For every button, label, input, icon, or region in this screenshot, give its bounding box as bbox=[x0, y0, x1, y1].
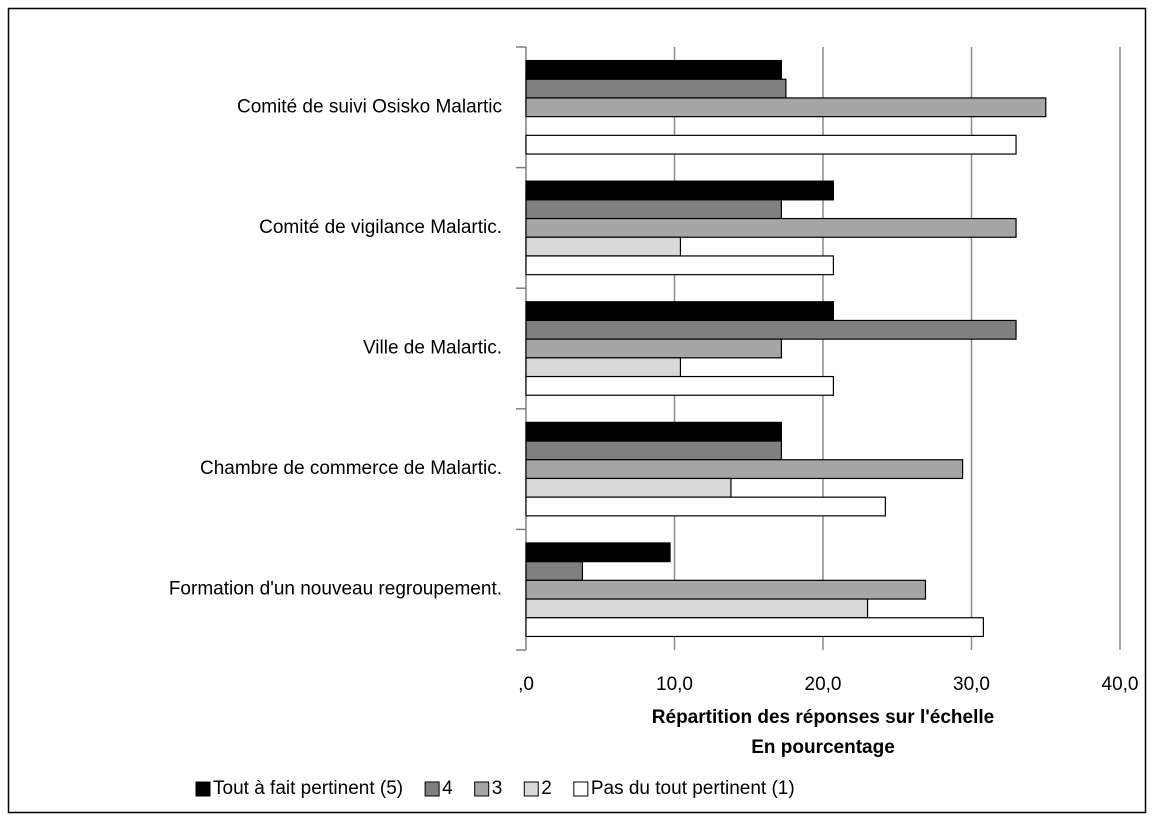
bar bbox=[525, 542, 671, 563]
bar bbox=[525, 319, 1017, 340]
legend-label: 2 bbox=[541, 778, 552, 799]
legend-swatch bbox=[195, 781, 211, 797]
y-tick-label: Formation d'un nouveau regroupement. bbox=[169, 579, 502, 600]
legend-label: Pas du tout pertinent (1) bbox=[591, 778, 795, 799]
y-tick-label: Chambre de commerce de Malartic. bbox=[200, 458, 502, 479]
bar bbox=[525, 78, 787, 99]
legend-swatch bbox=[573, 781, 589, 797]
bar bbox=[525, 579, 927, 600]
bar bbox=[525, 301, 834, 322]
x-tick-label: 20,0 bbox=[805, 674, 842, 695]
x-axis-title: En pourcentage bbox=[751, 737, 895, 758]
legend-swatch bbox=[424, 781, 440, 797]
bar bbox=[525, 561, 584, 581]
bar bbox=[525, 421, 783, 442]
legend-swatch bbox=[523, 781, 539, 797]
legend-swatch bbox=[474, 781, 490, 797]
bar bbox=[525, 134, 1017, 155]
legend-label: 3 bbox=[492, 778, 503, 799]
x-tick-label: ,0 bbox=[518, 674, 534, 695]
legend-label: Tout à fait pertinent (5) bbox=[213, 778, 403, 799]
bar bbox=[525, 357, 682, 378]
bar bbox=[525, 338, 783, 359]
bar bbox=[525, 440, 783, 461]
y-tick-label: Ville de Malartic. bbox=[363, 338, 502, 359]
y-tick-label: Comité de vigilance Malartic. bbox=[259, 217, 502, 238]
x-axis-title: Répartition des réponses sur l'échelle bbox=[652, 707, 994, 728]
x-tick-label: 30,0 bbox=[953, 674, 990, 695]
bar bbox=[525, 477, 732, 498]
bar bbox=[525, 199, 783, 220]
y-tick-label: Comité de suivi Osisko Malartic bbox=[237, 96, 502, 117]
bar bbox=[525, 236, 682, 257]
x-tick-label: 40,0 bbox=[1102, 674, 1139, 695]
bar bbox=[525, 375, 834, 396]
bar bbox=[525, 459, 964, 480]
bar bbox=[525, 496, 886, 517]
legend-label: 4 bbox=[442, 778, 453, 799]
x-tick-label: 10,0 bbox=[656, 674, 693, 695]
bar bbox=[525, 180, 834, 201]
bar bbox=[525, 617, 984, 638]
bar bbox=[525, 97, 1047, 118]
bar bbox=[525, 598, 869, 619]
bar bbox=[525, 255, 834, 276]
bar bbox=[525, 59, 783, 80]
bar bbox=[525, 217, 1017, 238]
